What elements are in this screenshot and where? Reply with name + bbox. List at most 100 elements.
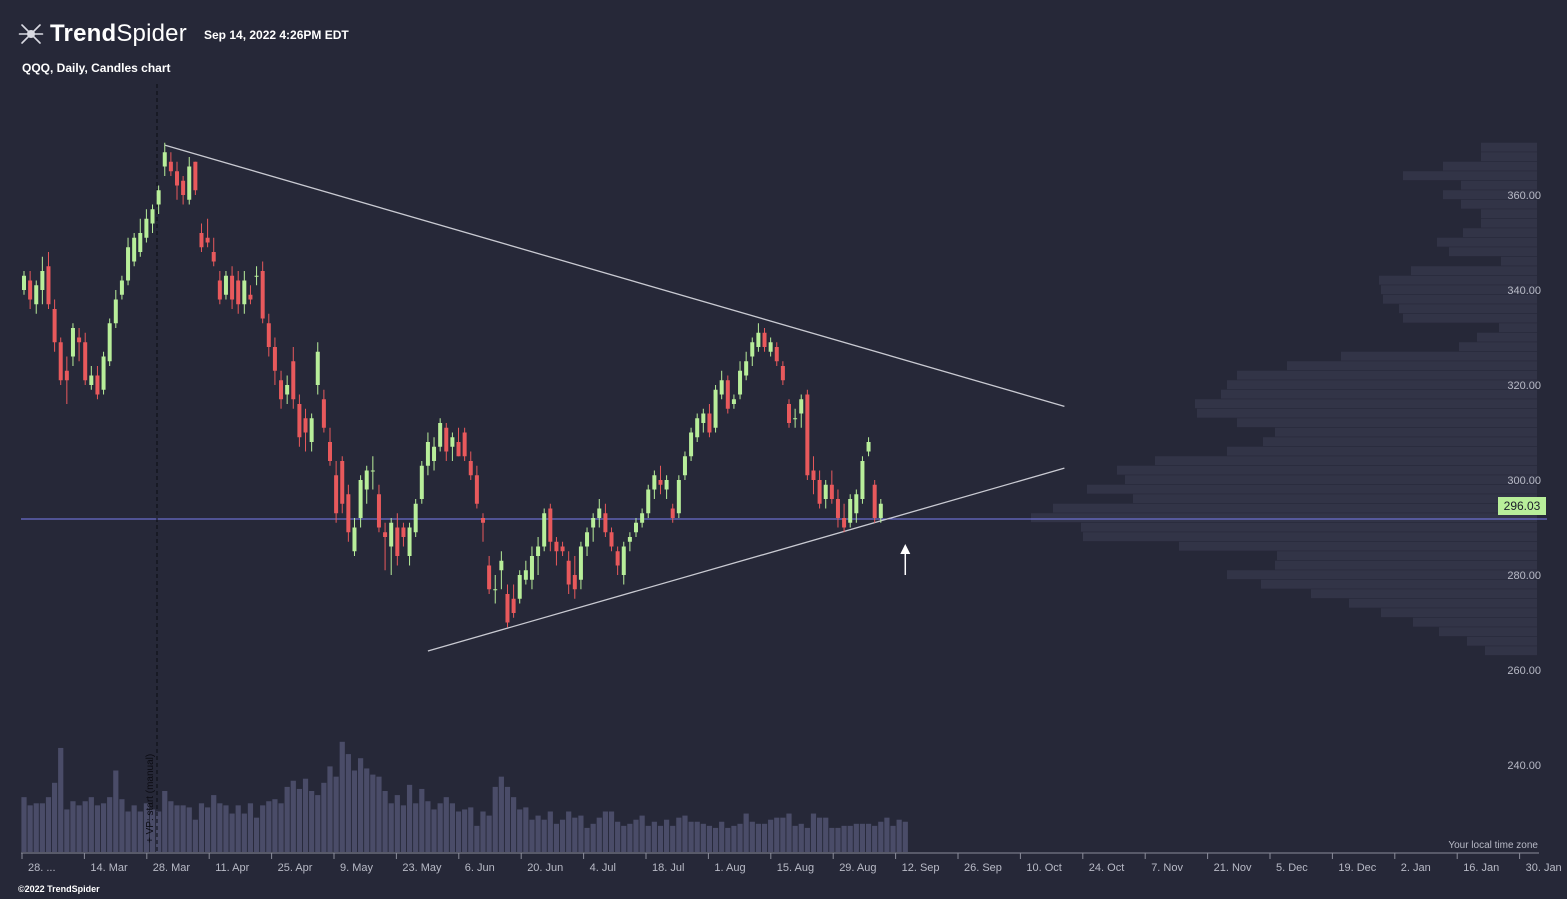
volume-bar bbox=[584, 827, 590, 852]
volume-bar bbox=[694, 821, 700, 852]
candle bbox=[462, 427, 467, 461]
candle bbox=[211, 237, 216, 267]
volume-bar bbox=[88, 797, 94, 852]
candle-body bbox=[205, 237, 210, 243]
candle bbox=[83, 332, 88, 385]
candle bbox=[634, 518, 638, 537]
candle-body bbox=[211, 252, 216, 262]
candle-body bbox=[303, 418, 308, 433]
candle bbox=[199, 223, 204, 252]
volume-profile-bar bbox=[1221, 389, 1537, 399]
volume-profile-bar bbox=[1477, 332, 1537, 342]
candle-body bbox=[750, 342, 755, 357]
candle bbox=[878, 499, 883, 523]
candle-body bbox=[187, 166, 192, 200]
candle-body bbox=[707, 413, 712, 433]
volume-bar bbox=[382, 791, 388, 852]
candle-body bbox=[291, 361, 296, 400]
volume-bar bbox=[474, 825, 480, 852]
volume-bar bbox=[553, 823, 560, 852]
volume-bar bbox=[217, 803, 223, 852]
volume-bar bbox=[76, 805, 82, 852]
volume-profile-bar bbox=[1381, 608, 1537, 618]
volume-profile-bar bbox=[1125, 475, 1537, 485]
volume-bar bbox=[743, 813, 749, 852]
candle-body bbox=[542, 513, 547, 547]
candle-body bbox=[774, 347, 779, 362]
volume-bar bbox=[541, 819, 547, 852]
volume-bar bbox=[39, 803, 45, 852]
volume-bar bbox=[798, 823, 804, 852]
volume-bar bbox=[229, 813, 235, 852]
volume-bar bbox=[198, 803, 205, 852]
candle bbox=[517, 570, 522, 604]
candle bbox=[866, 437, 871, 457]
candle-body bbox=[95, 375, 100, 395]
volume-profile-bar bbox=[1439, 627, 1537, 637]
candle bbox=[750, 337, 755, 366]
volume-bar bbox=[902, 821, 908, 852]
candles bbox=[22, 142, 883, 628]
candle bbox=[383, 522, 388, 571]
volume-bar bbox=[511, 797, 517, 852]
candle-body bbox=[309, 418, 314, 442]
candle bbox=[89, 366, 94, 390]
candle-body bbox=[597, 508, 602, 518]
volume-bar bbox=[437, 803, 443, 852]
candle-body bbox=[450, 437, 455, 447]
candle-body bbox=[756, 332, 761, 347]
volume-bar bbox=[394, 795, 400, 852]
volume-bar bbox=[761, 823, 768, 852]
candle bbox=[829, 470, 834, 504]
candle bbox=[144, 209, 149, 243]
candle bbox=[138, 218, 143, 257]
volume-profile-bar bbox=[1227, 380, 1537, 390]
volume-profile-bar bbox=[1349, 598, 1537, 608]
candle bbox=[664, 475, 669, 499]
candle-body bbox=[89, 375, 94, 385]
volume-bar bbox=[872, 825, 878, 852]
x-tick-label: 5. Dec bbox=[1276, 862, 1308, 874]
candle bbox=[787, 399, 791, 428]
volume-bar bbox=[156, 811, 162, 852]
candle-body bbox=[848, 499, 853, 523]
candle bbox=[132, 233, 137, 267]
candle bbox=[585, 527, 590, 556]
candle bbox=[646, 484, 651, 518]
candle-body bbox=[817, 480, 822, 504]
candle bbox=[168, 152, 173, 176]
x-tick-label: 16. Jan bbox=[1463, 862, 1499, 874]
candle bbox=[419, 461, 424, 504]
volume-bar bbox=[100, 803, 107, 852]
candle-body bbox=[682, 456, 687, 476]
candle bbox=[107, 318, 112, 366]
volume-bar bbox=[413, 803, 419, 852]
volume-bar bbox=[333, 776, 339, 852]
candle bbox=[95, 366, 100, 400]
volume-profile-bar bbox=[1461, 199, 1537, 209]
volume-bar bbox=[841, 825, 847, 852]
candle-body bbox=[634, 522, 638, 533]
candle bbox=[676, 475, 681, 518]
volume-bar bbox=[260, 805, 266, 852]
volume-bar bbox=[780, 817, 786, 852]
volume-bar bbox=[523, 807, 529, 852]
volume-bar bbox=[284, 786, 290, 852]
candle-body bbox=[113, 299, 118, 324]
candle-body bbox=[383, 532, 388, 537]
volume-bar bbox=[890, 825, 896, 852]
candle-body bbox=[419, 465, 424, 499]
candle-body bbox=[413, 503, 418, 533]
volume-bar bbox=[878, 821, 884, 852]
candle bbox=[474, 465, 479, 509]
candle bbox=[364, 465, 369, 504]
volume-bar bbox=[572, 817, 578, 852]
candle bbox=[260, 261, 265, 324]
volume-bar bbox=[755, 823, 761, 852]
volume-profile-bar bbox=[1501, 256, 1537, 266]
volume-bar bbox=[290, 780, 296, 852]
candle-body bbox=[315, 351, 320, 385]
volume-bar bbox=[302, 778, 309, 852]
volume-bar bbox=[162, 791, 168, 852]
